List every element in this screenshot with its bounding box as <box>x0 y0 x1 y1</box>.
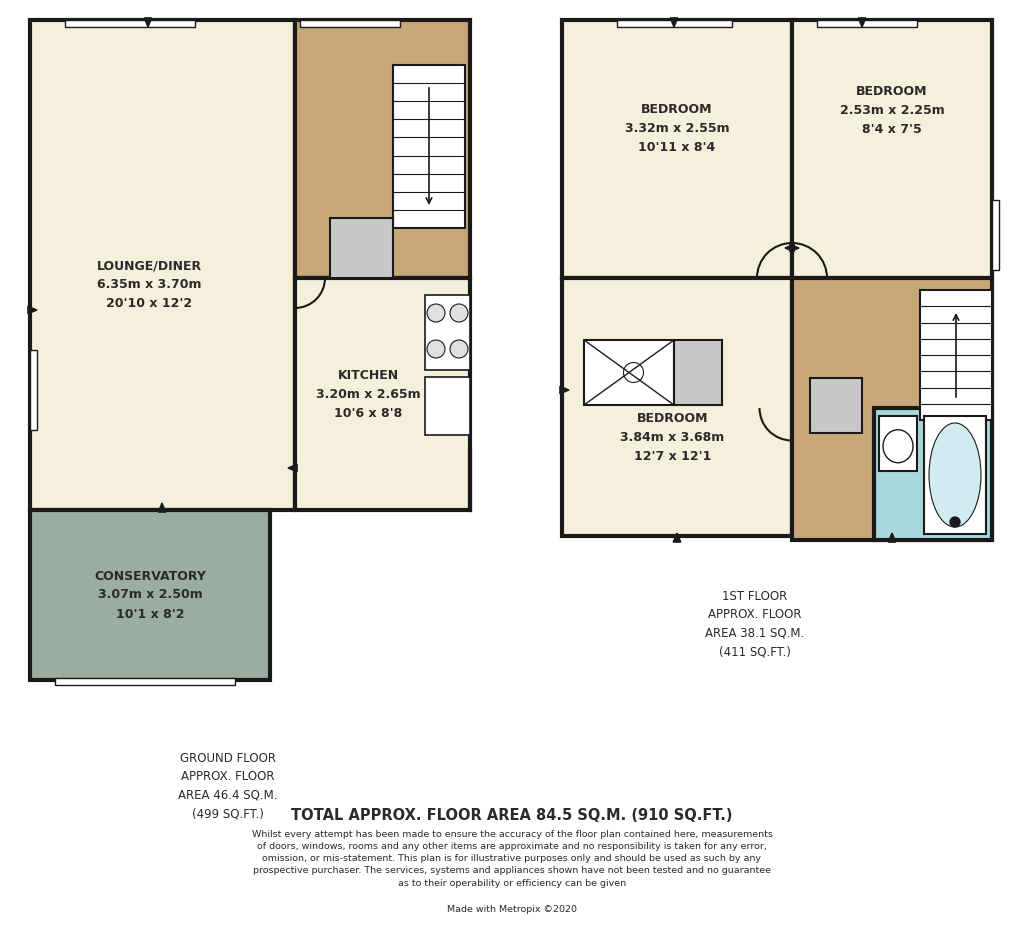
Text: BEDROOM
3.32m x 2.55m
10'11 x 8'4: BEDROOM 3.32m x 2.55m 10'11 x 8'4 <box>625 103 729 154</box>
Bar <box>295 278 470 510</box>
Text: Made with Metropix ©2020: Made with Metropix ©2020 <box>447 905 577 914</box>
Text: GROUND FLOOR
APPROX. FLOOR
AREA 46.4 SQ.M.
(499 SQ.FT.): GROUND FLOOR APPROX. FLOOR AREA 46.4 SQ.… <box>178 752 278 821</box>
Bar <box>65 20 195 27</box>
Bar <box>30 20 295 510</box>
Polygon shape <box>858 18 866 27</box>
Bar <box>330 218 393 278</box>
Bar <box>300 20 400 27</box>
Text: CONSERVATORY
3.07m x 2.50m
10'1 x 8'2: CONSERVATORY 3.07m x 2.50m 10'1 x 8'2 <box>94 569 206 621</box>
Bar <box>879 416 918 471</box>
Bar <box>584 340 674 405</box>
Polygon shape <box>28 306 37 314</box>
Bar <box>874 408 992 540</box>
Bar <box>425 377 470 435</box>
Bar <box>55 678 234 685</box>
Text: TOTAL APPROX. FLOOR AREA 84.5 SQ.M. (910 SQ.FT.): TOTAL APPROX. FLOOR AREA 84.5 SQ.M. (910… <box>291 808 733 823</box>
Bar <box>810 378 862 433</box>
Polygon shape <box>888 533 896 542</box>
Circle shape <box>950 517 961 527</box>
Polygon shape <box>158 503 166 512</box>
Bar <box>562 20 792 278</box>
Text: BEDROOM
2.53m x 2.25m
8'4 x 7'5: BEDROOM 2.53m x 2.25m 8'4 x 7'5 <box>840 84 944 136</box>
Bar <box>30 350 37 430</box>
Bar <box>674 340 722 405</box>
Bar <box>295 20 470 278</box>
Polygon shape <box>144 18 152 27</box>
Circle shape <box>450 304 468 322</box>
Polygon shape <box>785 244 794 251</box>
Text: LOUNGE/DINER
6.35m x 3.70m
20'10 x 12'2: LOUNGE/DINER 6.35m x 3.70m 20'10 x 12'2 <box>96 259 202 310</box>
Bar <box>792 20 992 278</box>
Bar <box>617 20 732 27</box>
Text: KITCHEN
3.20m x 2.65m
10'6 x 8'8: KITCHEN 3.20m x 2.65m 10'6 x 8'8 <box>316 369 421 419</box>
Polygon shape <box>673 533 681 542</box>
Bar <box>924 416 986 534</box>
Bar <box>992 200 999 270</box>
Circle shape <box>427 304 445 322</box>
Polygon shape <box>560 386 569 394</box>
Circle shape <box>450 340 468 358</box>
Polygon shape <box>670 18 678 27</box>
Polygon shape <box>790 244 799 251</box>
Bar <box>425 295 470 370</box>
Bar <box>920 290 992 420</box>
Ellipse shape <box>929 423 981 527</box>
Polygon shape <box>288 464 297 472</box>
Circle shape <box>427 340 445 358</box>
Bar <box>792 278 992 540</box>
Bar <box>30 510 270 680</box>
Ellipse shape <box>883 430 913 462</box>
Text: BEDROOM
3.84m x 3.68m
12'7 x 12'1: BEDROOM 3.84m x 3.68m 12'7 x 12'1 <box>621 413 725 463</box>
Text: 1ST FLOOR
APPROX. FLOOR
AREA 38.1 SQ.M.
(411 SQ.FT.): 1ST FLOOR APPROX. FLOOR AREA 38.1 SQ.M. … <box>706 590 805 658</box>
Bar <box>562 278 792 536</box>
Bar <box>393 65 465 228</box>
Bar <box>817 20 918 27</box>
Text: Whilst every attempt has been made to ensure the accuracy of the floor plan cont: Whilst every attempt has been made to en… <box>252 830 772 887</box>
